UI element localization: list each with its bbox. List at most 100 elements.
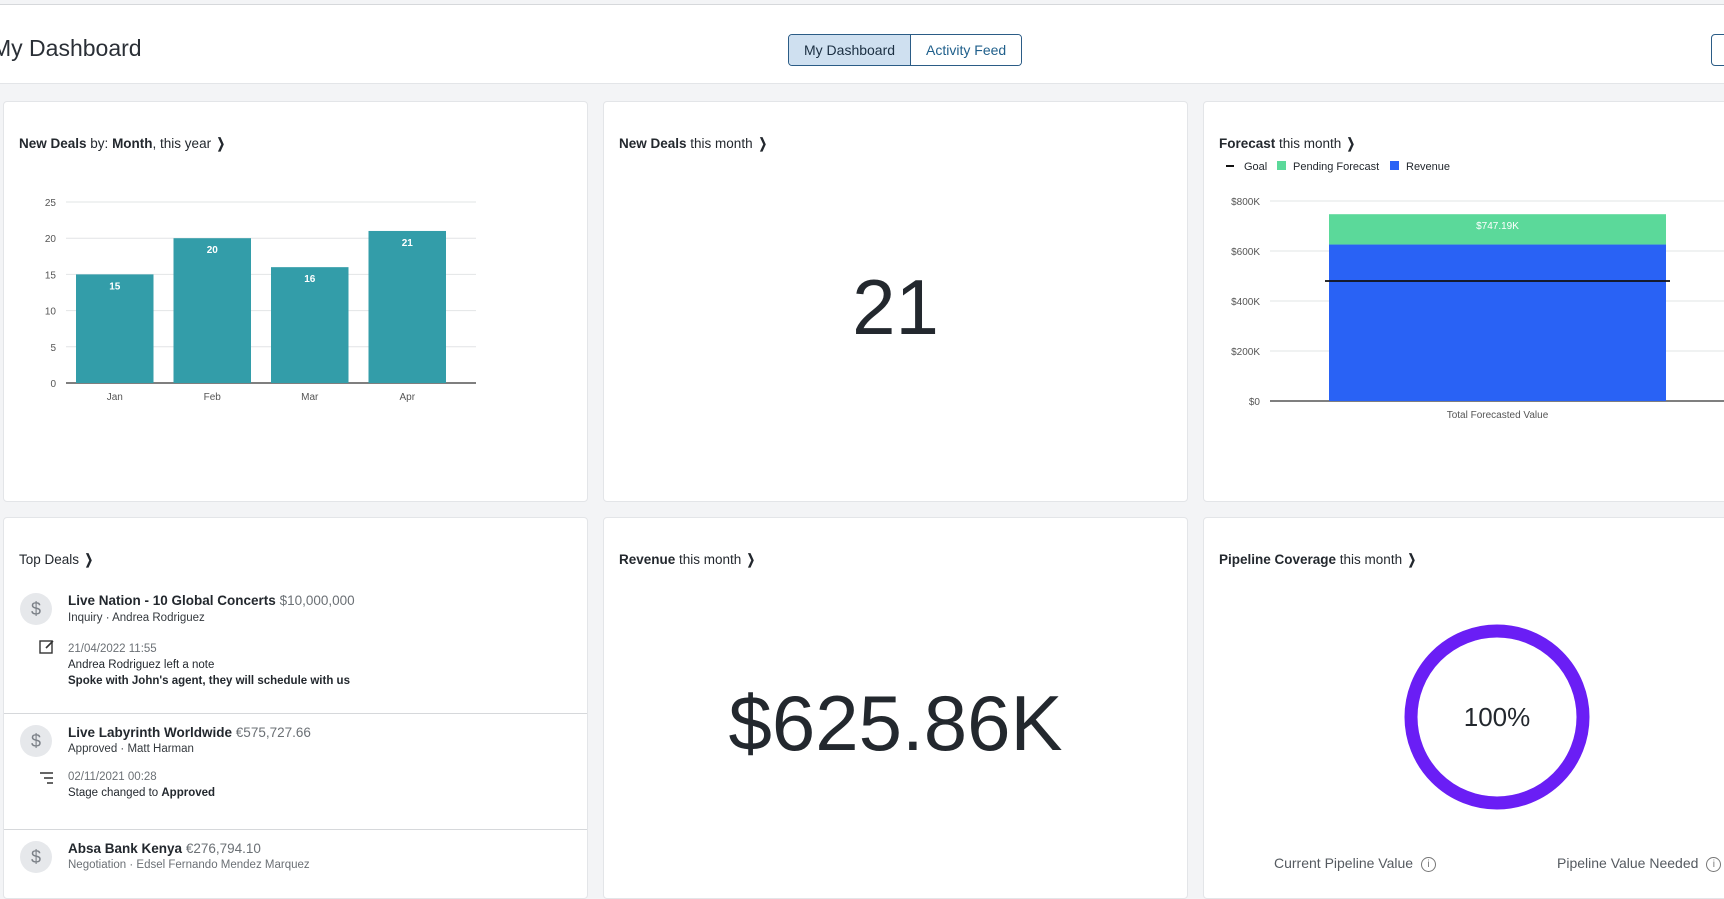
legend-goal-label: Goal — [1244, 161, 1267, 173]
view-toggle: My Dashboard Activity Feed — [788, 34, 1023, 66]
forecast-stacked-chart: Goal Pending Forecast Revenue $0 $200K $400K $… — [1226, 161, 1724, 421]
divider — [4, 829, 587, 830]
pipeline-coverage-ring: 100% — [1404, 624, 1590, 810]
deal-name[interactable]: Live Labyrinth Worldwide €575,727.66 — [68, 725, 311, 740]
card-title[interactable]: Top Deals ❯ — [19, 551, 95, 568]
new-deals-count: 21 — [852, 263, 939, 351]
bar-revenue — [1329, 244, 1666, 401]
revenue-value: $625.86K — [728, 679, 1063, 767]
deal-value: €276,794.10 — [185, 841, 261, 856]
dashboard-header: My Dashboard My Dashboard Activity Feed — [0, 5, 1724, 84]
coverage-arc — [1404, 624, 1590, 810]
dollar-icon: $ — [20, 841, 52, 873]
deal-item[interactable]: $ Absa Bank Kenya €276,794.10 Negotiatio… — [4, 841, 587, 898]
legend-revenue-swatch — [1390, 161, 1399, 170]
divider — [4, 713, 587, 714]
legend-revenue-label: Revenue — [1406, 161, 1450, 173]
current-label-text: Current Pipeline Value — [1274, 855, 1414, 871]
y-tick-label: $0 — [1249, 397, 1261, 408]
chevron-right-icon: ❯ — [216, 135, 226, 151]
title-rest: this month — [1275, 136, 1342, 151]
y-tick-label: $400K — [1231, 297, 1260, 308]
deal-title: Absa Bank Kenya — [68, 841, 183, 856]
deal-stage-owner: Negotiation · Edsel Fernando Mendez Marq… — [68, 859, 310, 871]
card-new-deals-by-month: New Deals by: Month, this year ❯ 0 5 10 15 20… — [3, 101, 588, 502]
card-title[interactable]: New Deals by: Month, this year ❯ — [19, 135, 227, 152]
x-tick-label: Mar — [301, 392, 319, 403]
activity-detail: Spoke with John's agent, they will sched… — [68, 675, 350, 687]
deal-item[interactable]: $ Live Nation - 10 Global Concerts $10,0… — [4, 593, 587, 723]
y-tick-label: 20 — [45, 234, 57, 245]
total-data-label: $747.19K — [1476, 221, 1519, 232]
title-mid: by: — [86, 136, 113, 151]
y-tick-label: 25 — [45, 198, 57, 209]
new-deals-bar-chart: 0 5 10 15 20 25 15 Jan 20 Feb 16 Mar 21 Apr — [45, 198, 476, 403]
deal-name[interactable]: Absa Bank Kenya €276,794.10 — [68, 841, 261, 856]
title-bold: Pipeline Coverage — [1219, 552, 1337, 567]
data-label: 21 — [402, 238, 414, 249]
activity-text: Stage changed to Approved — [68, 787, 215, 799]
tab-my-dashboard[interactable]: My Dashboard — [789, 35, 912, 65]
y-tick-label: 5 — [50, 343, 56, 354]
title-rest: this month — [1336, 552, 1403, 567]
title-bold: Forecast — [1219, 136, 1276, 151]
header-action-button[interactable] — [1711, 34, 1724, 66]
needed-label-text: Pipeline Value Needed — [1557, 855, 1699, 871]
card-top-deals: Top Deals ❯ $ Live Nation - 10 Global Con… — [3, 517, 588, 899]
deal-item[interactable]: $ Live Labyrinth Worldwide €575,727.66 A… — [4, 725, 587, 845]
info-icon[interactable]: i — [1706, 856, 1722, 872]
dollar-icon: $ — [20, 593, 52, 625]
y-tick-label: 0 — [50, 379, 56, 390]
card-title[interactable]: Revenue this month ❯ — [619, 551, 757, 568]
x-tick-label: Feb — [204, 392, 222, 403]
card-pipeline-coverage: Pipeline Coverage this month ❯ 100% Curre… — [1203, 517, 1724, 899]
deal-value: $10,000,000 — [279, 593, 355, 608]
card-forecast: Forecast this month ❯ Goal Pending Forecas… — [1203, 101, 1724, 502]
info-icon[interactable]: i — [1421, 856, 1437, 872]
card-revenue: Revenue this month ❯ $625.86K — [603, 517, 1188, 899]
y-tick-label: $600K — [1231, 247, 1260, 258]
chevron-right-icon: ❯ — [1347, 135, 1356, 151]
deal-value: €575,727.66 — [235, 725, 311, 740]
y-tick-label: $800K — [1231, 197, 1260, 208]
dollar-icon: $ — [20, 725, 52, 757]
card-title[interactable]: New Deals this month ❯ — [619, 135, 768, 152]
tab-activity-feed[interactable]: Activity Feed — [911, 35, 1022, 65]
x-tick-label: Apr — [399, 392, 415, 403]
deal-name[interactable]: Live Nation - 10 Global Concerts $10,000… — [68, 593, 355, 608]
bar-pending-forecast — [1329, 214, 1666, 245]
deal-title: Live Nation - 10 Global Concerts — [68, 593, 276, 608]
deal-stage-owner: Approved · Matt Harman — [68, 743, 194, 755]
title-rest: this month — [686, 136, 753, 151]
deal-stage-owner: Inquiry · Andrea Rodriguez — [68, 612, 205, 624]
title-text: Top Deals — [19, 552, 80, 567]
bar — [368, 230, 446, 383]
title-rest: , this year — [152, 136, 212, 151]
x-tick-label: Total Forecasted Value — [1447, 410, 1549, 421]
chevron-right-icon: ❯ — [758, 135, 767, 151]
bar — [76, 274, 154, 383]
note-edit-icon — [39, 640, 54, 654]
deal-title: Live Labyrinth Worldwide — [68, 725, 233, 740]
title-bold: New Deals — [619, 136, 687, 151]
bar — [173, 238, 251, 383]
activity-text-bold: Approved — [161, 787, 216, 799]
chevron-right-icon: ❯ — [84, 551, 94, 567]
title-bold: New Deals — [19, 136, 87, 151]
card-title[interactable]: Forecast this month ❯ — [1219, 135, 1357, 152]
title-bold: Revenue — [619, 552, 676, 567]
activity-date: 02/11/2021 00:28 — [68, 771, 157, 783]
x-tick-label: Jan — [107, 392, 123, 403]
stage-change-icon — [40, 772, 53, 784]
card-title[interactable]: Pipeline Coverage this month ❯ — [1219, 551, 1418, 568]
chevron-right-icon: ❯ — [1407, 551, 1417, 567]
title-bold-2: Month — [112, 136, 153, 151]
y-tick-label: 10 — [45, 307, 57, 318]
bar — [271, 267, 349, 383]
activity-text: Andrea Rodriguez left a note — [68, 659, 215, 671]
pipeline-needed-label: Pipeline Value Needed i — [1557, 855, 1722, 872]
title-rest: this month — [675, 552, 742, 567]
chevron-right-icon: ❯ — [747, 551, 756, 567]
top-border — [0, 4, 1724, 5]
page-title: My Dashboard — [0, 35, 142, 61]
